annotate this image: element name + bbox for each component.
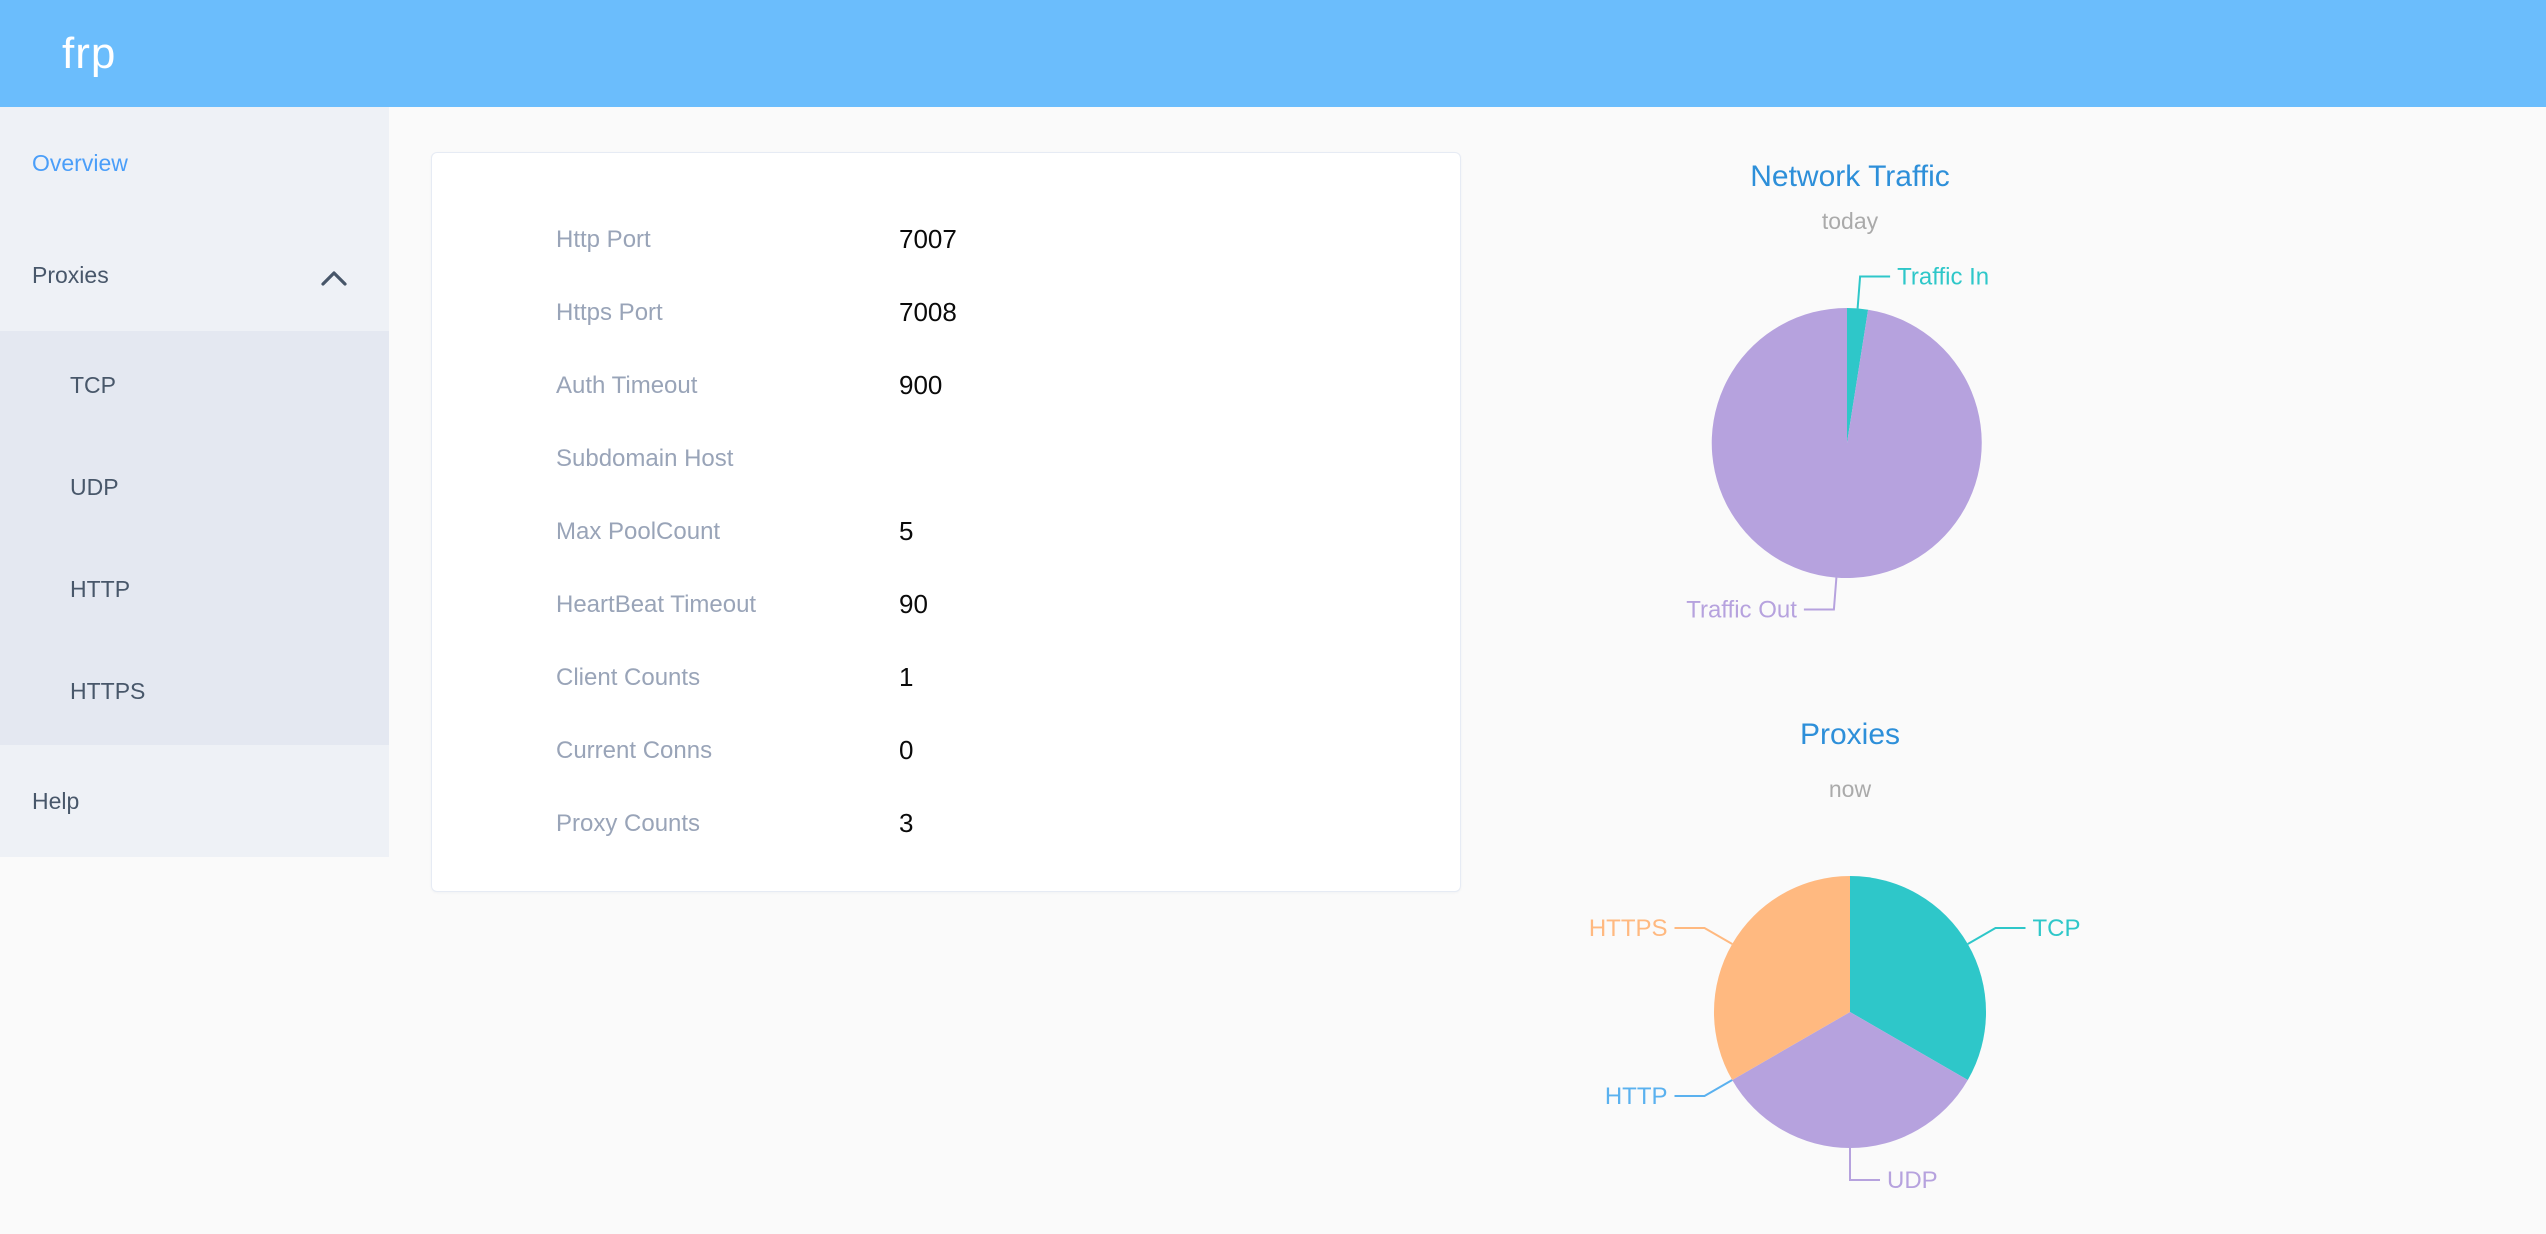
pie-label-udp: UDP xyxy=(1887,1167,1938,1194)
sidebar-item-http-label: HTTP xyxy=(70,575,131,602)
sidebar-item-udp[interactable]: UDP xyxy=(0,436,389,538)
info-label: Subdomain Host xyxy=(556,444,734,472)
info-row-current-conns: Current Conns 0 xyxy=(432,714,1460,787)
info-label: Max PoolCount xyxy=(556,517,721,545)
pie-labelline-tcp xyxy=(1967,927,2026,945)
chart-title-network-traffic: Network Traffic xyxy=(1750,160,1950,193)
info-label: Proxy Counts xyxy=(556,809,701,837)
pie-label-traffic-in: Traffic In xyxy=(1897,264,1989,291)
pie-label-http: HTTP xyxy=(1605,1083,1668,1110)
info-row-http-port: Http Port 7007 xyxy=(432,203,1460,276)
sidebar-submenu-proxies: TCP UDP HTTP HTTPS xyxy=(0,331,389,745)
info-value: 5 xyxy=(899,516,914,546)
sidebar-item-overview-label: Overview xyxy=(32,149,128,176)
info-row-auth-timeout: Auth Timeout 900 xyxy=(432,349,1460,422)
info-value: 900 xyxy=(899,370,943,400)
sidebar-item-udp-label: UDP xyxy=(70,473,119,500)
proxies-chart: Proxies now TCP UDP HTTP HTTPS xyxy=(1530,700,2170,1234)
sidebar-item-help-label: Help xyxy=(32,787,80,814)
sidebar-item-proxies-label: Proxies xyxy=(32,261,109,288)
pie-labelline-traffic-in xyxy=(1856,275,1891,309)
app-logo: frp xyxy=(62,28,117,78)
info-value: 1 xyxy=(899,662,914,692)
info-value: 0 xyxy=(899,735,914,765)
info-label: Https Port xyxy=(556,298,663,326)
pie-label-traffic-out: Traffic Out xyxy=(1686,597,1797,624)
info-row-https-port: Https Port 7008 xyxy=(432,276,1460,349)
info-row-max-poolcount: Max PoolCount 5 xyxy=(432,495,1460,568)
info-row-heartbeat-timeout: HeartBeat Timeout 90 xyxy=(432,568,1460,641)
chart-subtitle-network-traffic: today xyxy=(1821,208,1879,234)
pie-labelline-traffic-out xyxy=(1803,577,1838,611)
sidebar-item-https[interactable]: HTTPS xyxy=(0,640,389,742)
pie-labelline-http xyxy=(1674,1079,1733,1097)
chart-subtitle-proxies: now xyxy=(1828,776,1872,802)
sidebar-item-help[interactable]: Help xyxy=(0,745,389,857)
sidebar-item-overview[interactable]: Overview xyxy=(0,107,389,219)
info-value: 90 xyxy=(899,589,928,619)
info-label: Client Counts xyxy=(556,663,701,691)
pie-slice-traffic-out[interactable] xyxy=(1711,307,1982,578)
info-value: 7008 xyxy=(899,297,957,327)
pie-slice-udp[interactable] xyxy=(1732,1012,1968,1149)
app-header: frp xyxy=(0,0,2546,107)
pie-labelline-https xyxy=(1674,927,1733,945)
chart-title-proxies: Proxies xyxy=(1799,718,1901,751)
pie-slice-tcp[interactable] xyxy=(1850,876,1987,1080)
info-label: Current Conns xyxy=(556,736,713,764)
info-label: HeartBeat Timeout xyxy=(556,590,757,618)
network-traffic-chart: Network Traffic today Traffic In Traffic … xyxy=(1530,148,2170,680)
info-value: 3 xyxy=(899,808,914,838)
server-info-card: Http Port 7007 Https Port 7008 Auth Time… xyxy=(431,152,1461,892)
pie-label-https: HTTPS xyxy=(1589,915,1668,942)
sidebar-item-tcp-label: TCP xyxy=(70,371,116,398)
proxies-pie[interactable]: TCP UDP HTTP HTTPS xyxy=(1530,830,2170,1234)
sidebar-item-http[interactable]: HTTP xyxy=(0,538,389,640)
pie-slice-https[interactable] xyxy=(1713,876,1850,1080)
sidebar: Overview Proxies TCP UDP HTTP HTTPS Help xyxy=(0,107,389,857)
info-row-client-counts: Client Counts 1 xyxy=(432,641,1460,714)
sidebar-item-proxies[interactable]: Proxies xyxy=(0,219,389,331)
info-label: Auth Timeout xyxy=(556,371,698,399)
pie-labelline-udp xyxy=(1849,1148,1880,1181)
pie-label-tcp: TCP xyxy=(2033,915,2081,942)
pie-slice-traffic-in[interactable] xyxy=(1847,308,1869,443)
info-label: Http Port xyxy=(556,225,651,253)
chevron-up-icon xyxy=(320,266,348,293)
network-traffic-pie[interactable]: Traffic In Traffic Out xyxy=(1530,250,2170,680)
info-value: 7007 xyxy=(899,224,957,254)
sidebar-item-tcp[interactable]: TCP xyxy=(0,334,389,436)
info-row-subdomain-host: Subdomain Host xyxy=(432,422,1460,495)
sidebar-item-https-label: HTTPS xyxy=(70,677,146,704)
info-row-proxy-counts: Proxy Counts 3 xyxy=(432,787,1460,860)
